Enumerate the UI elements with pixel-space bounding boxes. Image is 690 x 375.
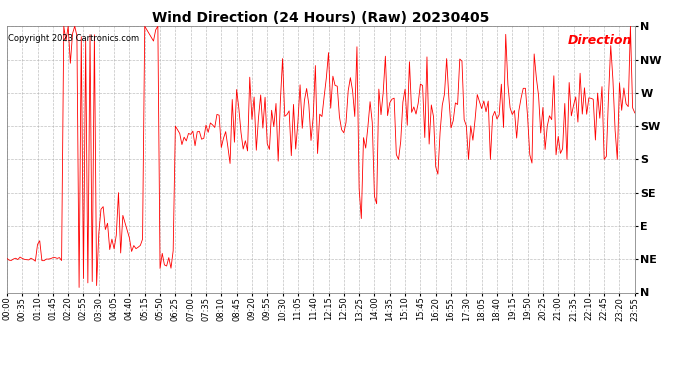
Title: Wind Direction (24 Hours) (Raw) 20230405: Wind Direction (24 Hours) (Raw) 20230405	[152, 11, 489, 25]
Text: Copyright 2023 Cartronics.com: Copyright 2023 Cartronics.com	[8, 34, 139, 43]
Text: Direction: Direction	[567, 34, 631, 47]
